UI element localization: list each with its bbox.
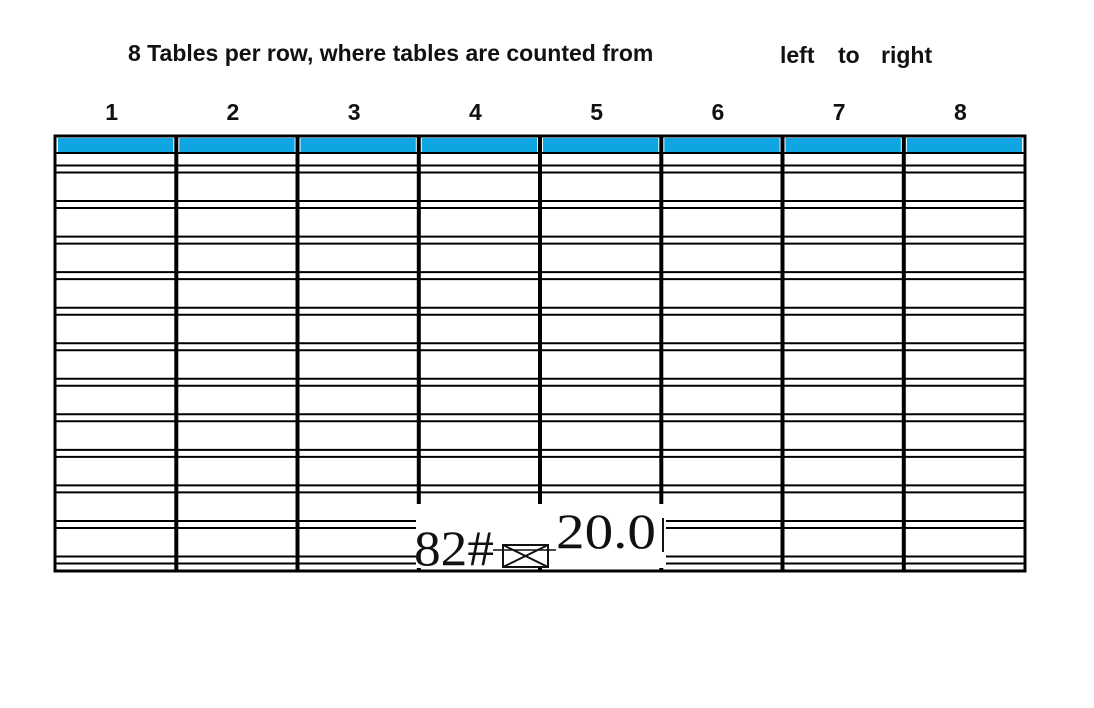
- title-main: 8 Tables per row, where tables are count…: [128, 40, 653, 66]
- column-number-7: 7: [833, 99, 846, 125]
- header-table-8: [906, 138, 1023, 152]
- column-numbers: 1 2 3 4 5 6 7 8: [105, 99, 967, 125]
- boxed-x-icon: [502, 544, 549, 568]
- column-number-6: 6: [712, 99, 725, 125]
- column-number-8: 8: [954, 99, 967, 125]
- header-table-2: [179, 138, 295, 152]
- title: 8 Tables per row, where tables are count…: [128, 40, 932, 68]
- column-number-2: 2: [227, 99, 240, 125]
- header-table-7: [785, 138, 901, 152]
- annotation: 82# 20.0: [414, 503, 666, 576]
- header-table-6: [664, 138, 780, 152]
- header-table-4: [421, 138, 538, 152]
- column-number-5: 5: [590, 99, 603, 125]
- annotation-code: 82#: [414, 520, 494, 576]
- title-left-word: left: [780, 42, 815, 68]
- header-table-3: [300, 138, 416, 152]
- header-table-5: [543, 138, 659, 152]
- column-number-4: 4: [469, 99, 482, 125]
- column-number-1: 1: [105, 99, 118, 125]
- title-to-word: to: [838, 42, 860, 68]
- annotation-backdrop: [416, 504, 666, 568]
- header-table-1: [58, 138, 174, 152]
- title-right-word: right: [881, 42, 932, 68]
- column-number-3: 3: [348, 99, 361, 125]
- annotation-value: 20.0: [556, 503, 656, 559]
